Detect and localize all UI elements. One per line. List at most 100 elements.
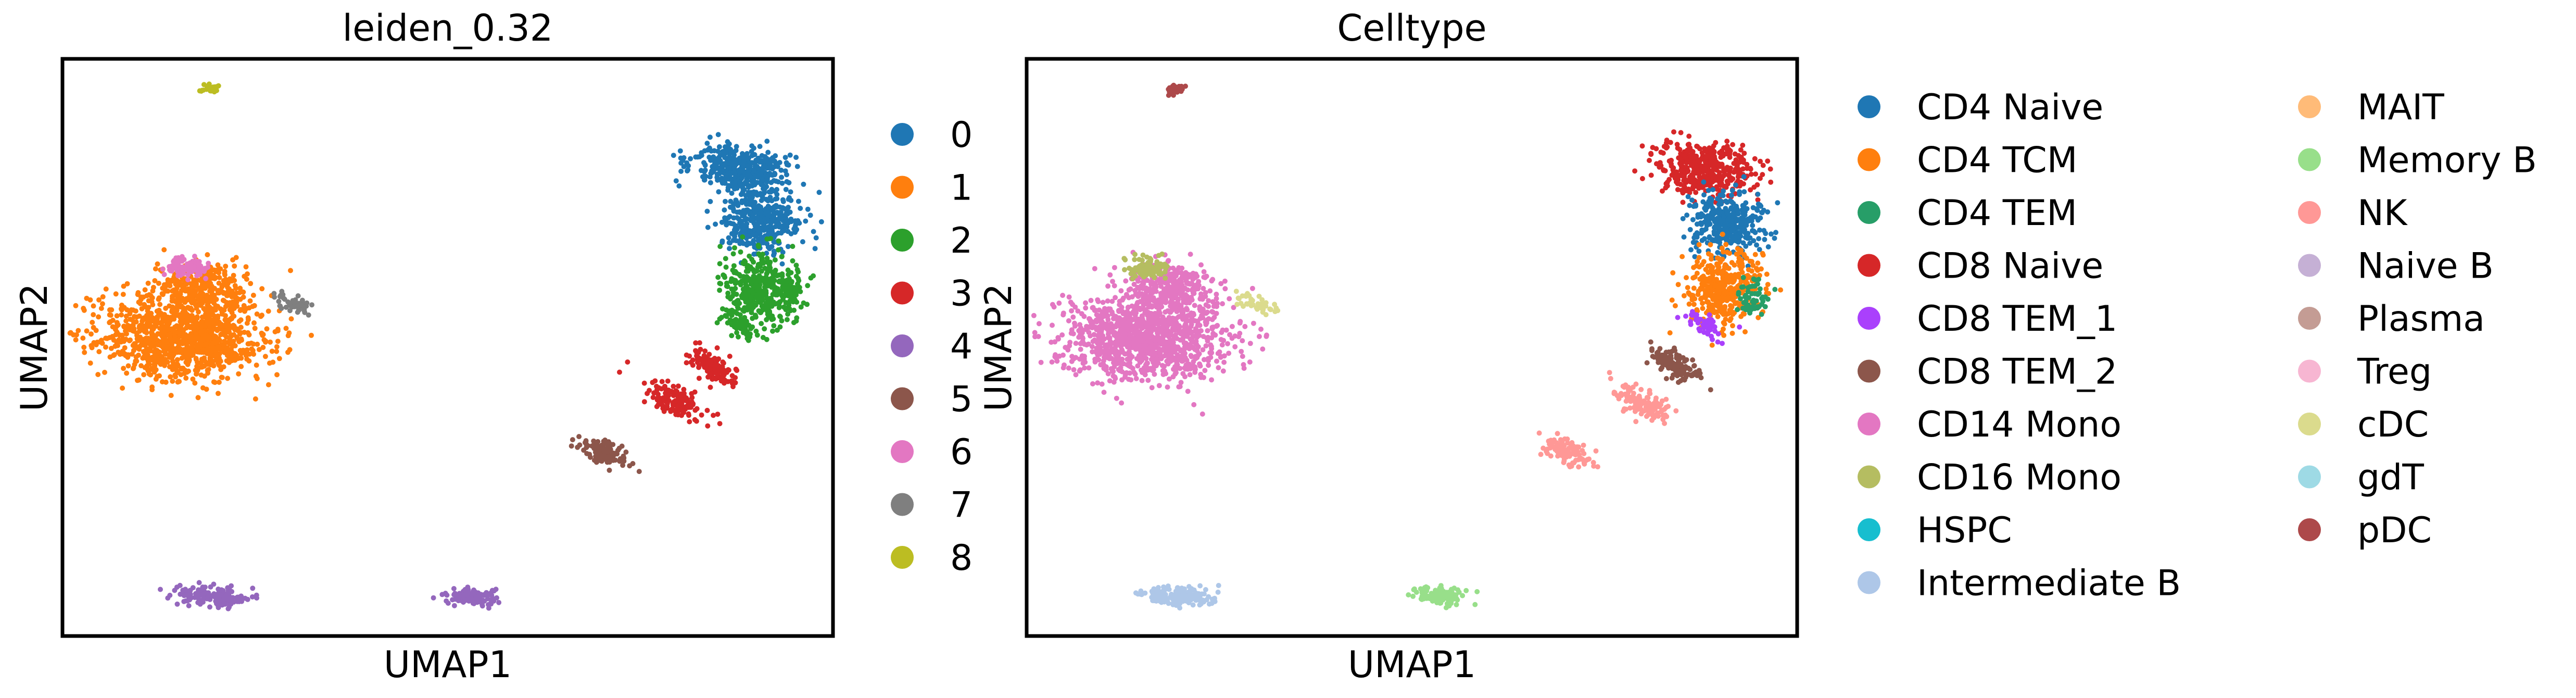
- scatter-point: [724, 314, 729, 319]
- scatter-point: [1755, 191, 1761, 197]
- scatter-point: [1701, 179, 1707, 185]
- scatter-point: [1675, 282, 1681, 288]
- scatter-point: [238, 307, 244, 313]
- scatter-point: [746, 168, 752, 173]
- scatter-point: [90, 319, 95, 325]
- scatter-point: [141, 372, 147, 378]
- scatter-point: [1648, 152, 1654, 157]
- scatter-point: [142, 329, 147, 334]
- scatter-point: [185, 598, 191, 604]
- scatter-point: [1703, 202, 1709, 208]
- scatter-point: [740, 227, 746, 233]
- scatter-point: [1707, 312, 1712, 318]
- scatter-point: [209, 283, 214, 289]
- scatter-point: [243, 264, 249, 270]
- scatter-point: [664, 404, 670, 409]
- scatter-point: [818, 219, 824, 225]
- legend-label: 6: [950, 432, 973, 473]
- scatter-point: [1719, 271, 1725, 277]
- scatter-point: [783, 186, 789, 192]
- scatter-point: [630, 461, 636, 466]
- scatter-point: [304, 300, 310, 306]
- scatter-point: [723, 198, 728, 204]
- scatter-point: [1714, 295, 1720, 301]
- scatter-point: [1738, 247, 1744, 253]
- scatter-point: [173, 255, 179, 261]
- scatter-point: [1696, 326, 1702, 332]
- scatter-point: [697, 340, 702, 346]
- scatter-point: [1721, 320, 1726, 326]
- scatter-point: [762, 157, 767, 163]
- scatter-point: [778, 290, 784, 295]
- scatter-point: [779, 318, 785, 323]
- scatter-point: [150, 284, 156, 290]
- scatter-point: [1682, 173, 1687, 179]
- scatter-point: [740, 307, 746, 313]
- scatter-point: [1716, 224, 1722, 230]
- scatter-point: [740, 208, 746, 214]
- scatter-point: [113, 291, 119, 297]
- scatter-point: [713, 369, 718, 375]
- scatter-point: [715, 132, 721, 138]
- scatter-point: [1731, 160, 1737, 166]
- scatter-point: [98, 306, 104, 311]
- scatter-point: [706, 352, 712, 357]
- scatter-point: [743, 180, 749, 185]
- scatter-point: [617, 369, 622, 375]
- scatter-point: [1701, 228, 1707, 233]
- scatter-point: [711, 154, 716, 160]
- scatter-point: [607, 467, 612, 473]
- scatter-point: [216, 391, 221, 396]
- scatter-point: [211, 321, 217, 327]
- scatter-point: [784, 162, 790, 168]
- scatter-point: [782, 155, 788, 160]
- scatter-point: [733, 197, 739, 203]
- scatter-point: [225, 606, 231, 612]
- scatter-point: [220, 282, 225, 288]
- scatter-point: [128, 337, 133, 343]
- scatter-point: [717, 153, 723, 158]
- scatter-point: [1694, 270, 1700, 276]
- scatter-point: [1695, 292, 1701, 297]
- scatter-point: [722, 215, 728, 221]
- scatter-point: [785, 229, 791, 234]
- scatter-point: [1699, 211, 1704, 217]
- scatter-point: [292, 304, 298, 309]
- scatter-point: [252, 396, 258, 402]
- scatter-point: [1679, 368, 1685, 373]
- scatter-point: [752, 204, 758, 210]
- scatter-point: [753, 328, 759, 334]
- scatter-point: [747, 228, 753, 234]
- scatter-point: [702, 167, 708, 173]
- scatter-point: [266, 308, 271, 314]
- scatter-point: [160, 316, 166, 321]
- scatter-point: [269, 348, 275, 354]
- scatter-point: [108, 313, 113, 318]
- scatter-point: [777, 324, 783, 330]
- scatter-point: [776, 305, 782, 310]
- scatter-point: [1706, 319, 1712, 325]
- legend-label: 0: [950, 115, 973, 156]
- scatter-point: [102, 369, 107, 375]
- scatter-point: [717, 158, 723, 164]
- scatter-point: [677, 148, 683, 154]
- scatter-point: [217, 275, 222, 280]
- scatter-point: [110, 334, 116, 340]
- scatter-point: [713, 221, 718, 227]
- scatter-point: [1648, 172, 1654, 178]
- scatter-point: [206, 84, 212, 90]
- scatter-point: [1659, 352, 1665, 358]
- scatter-point: [1741, 174, 1747, 180]
- scatter-point: [773, 178, 779, 184]
- scatter-point: [170, 367, 175, 372]
- scatter-point: [681, 164, 687, 169]
- scatter-point: [744, 332, 750, 338]
- scatter-point: [730, 251, 736, 257]
- scatter-point: [760, 177, 765, 183]
- scatter-point: [1729, 192, 1734, 198]
- scatter-point: [751, 238, 756, 243]
- scatter-point: [1644, 414, 1649, 419]
- scatter-point: [620, 463, 626, 468]
- scatter-point: [264, 326, 270, 332]
